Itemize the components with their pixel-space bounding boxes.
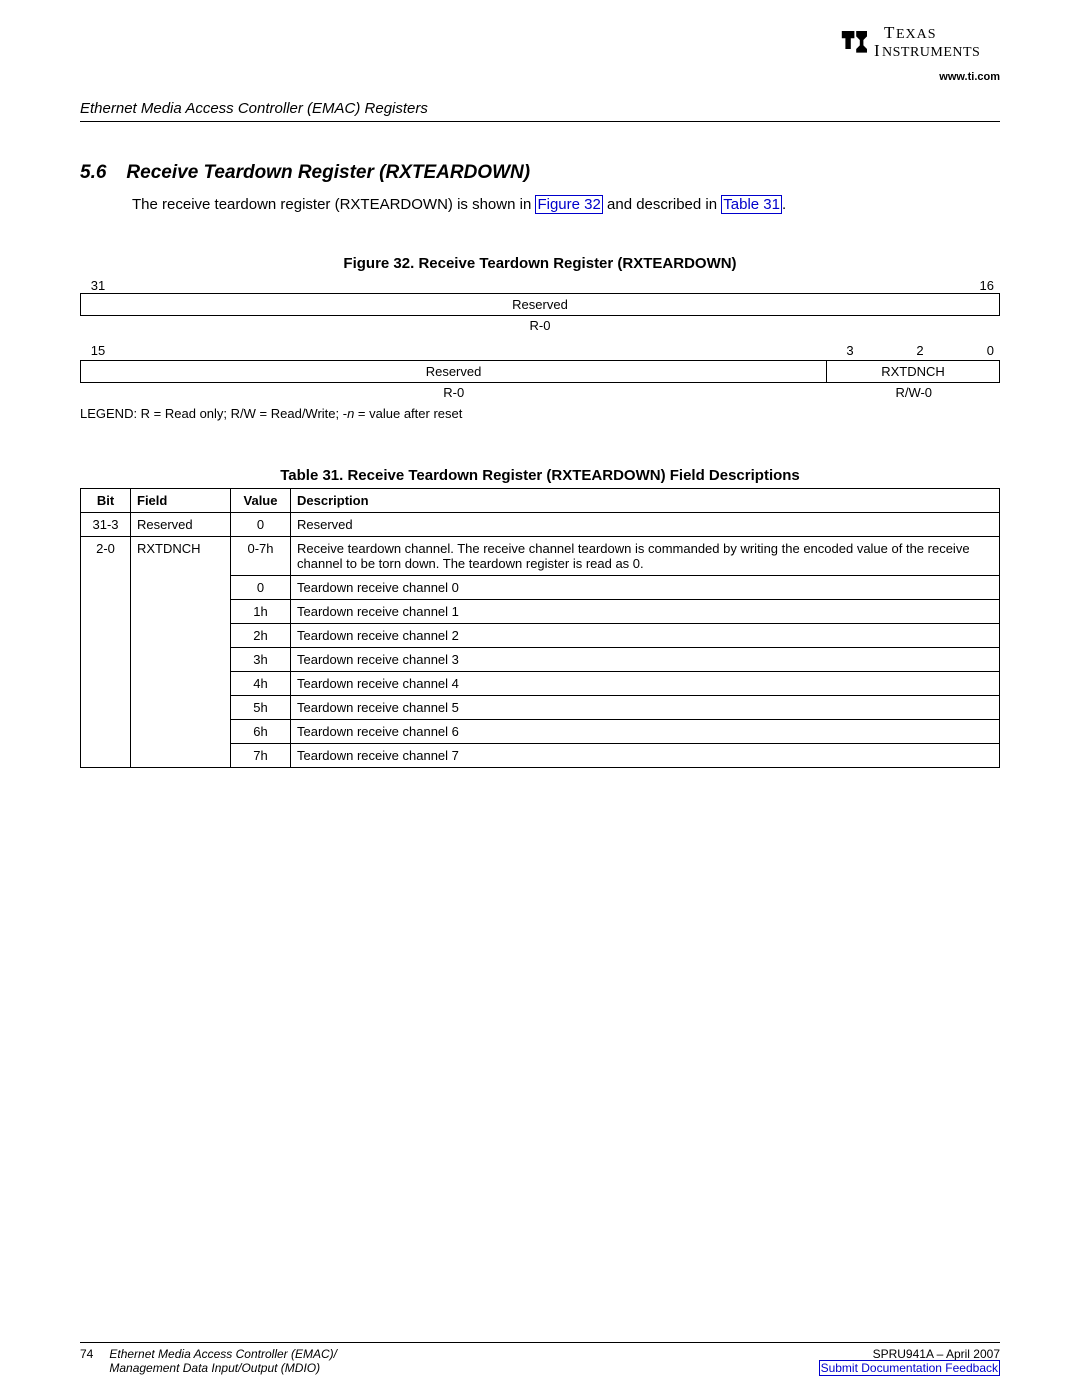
access-row1: R-0 bbox=[80, 318, 1000, 333]
logo-url[interactable]: www.ti.com bbox=[840, 71, 1000, 83]
cell-value: 0-7h bbox=[231, 536, 291, 575]
table-row: 3hTeardown receive channel 3 bbox=[81, 647, 1000, 671]
access-row2: R-0 R/W-0 bbox=[80, 385, 1000, 400]
cell-desc: Teardown receive channel 5 bbox=[291, 695, 1000, 719]
table-header-row: Bit Field Value Description bbox=[81, 488, 1000, 512]
th-field: Field bbox=[131, 488, 231, 512]
table-row: 5hTeardown receive channel 5 bbox=[81, 695, 1000, 719]
svg-text:EXAS: EXAS bbox=[896, 27, 937, 42]
th-value: Value bbox=[231, 488, 291, 512]
page-number: 74 bbox=[80, 1347, 93, 1375]
cell-field bbox=[131, 575, 231, 599]
th-bit: Bit bbox=[81, 488, 131, 512]
field-reserved-low: Reserved bbox=[80, 360, 827, 383]
figure-link[interactable]: Figure 32 bbox=[535, 195, 602, 214]
cell-bit bbox=[81, 599, 131, 623]
ti-logo-icon: T EXAS I NSTRUMENTS bbox=[840, 20, 1000, 64]
field-rxtdnch: RXTDNCH bbox=[827, 360, 1000, 383]
cell-field bbox=[131, 671, 231, 695]
table-row: 7hTeardown receive channel 7 bbox=[81, 743, 1000, 767]
section-intro: The receive teardown register (RXTEARDOW… bbox=[132, 194, 1000, 217]
cell-field bbox=[131, 647, 231, 671]
figure-title: Figure 32. Receive Teardown Register (RX… bbox=[80, 255, 1000, 272]
section-title: Receive Teardown Register (RXTEARDOWN) bbox=[126, 162, 530, 183]
cell-value: 2h bbox=[231, 623, 291, 647]
feedback-link[interactable]: Submit Documentation Feedback bbox=[819, 1360, 1000, 1376]
footer-title: Ethernet Media Access Controller (EMAC)/… bbox=[109, 1347, 337, 1375]
table-row: 4hTeardown receive channel 4 bbox=[81, 671, 1000, 695]
figure-legend: LEGEND: R = Read only; R/W = Read/Write;… bbox=[80, 406, 1000, 421]
ti-logo-block: T EXAS I NSTRUMENTS www.ti.com bbox=[840, 20, 1000, 83]
table-title: Table 31. Receive Teardown Register (RXT… bbox=[80, 467, 1000, 484]
cell-field bbox=[131, 623, 231, 647]
cell-bit: 2-0 bbox=[81, 536, 131, 575]
cell-value: 3h bbox=[231, 647, 291, 671]
svg-text:I: I bbox=[874, 41, 880, 60]
doc-number: SPRU941A – April 2007 bbox=[819, 1347, 1000, 1361]
cell-bit bbox=[81, 575, 131, 599]
bit-labels-row1: 31 16 bbox=[80, 278, 1000, 293]
cell-desc: Teardown receive channel 0 bbox=[291, 575, 1000, 599]
cell-value: 6h bbox=[231, 719, 291, 743]
section-number: 5.6 bbox=[80, 162, 106, 183]
cell-desc: Teardown receive channel 7 bbox=[291, 743, 1000, 767]
register-row1: Reserved bbox=[80, 293, 1000, 316]
table-row: 1hTeardown receive channel 1 bbox=[81, 599, 1000, 623]
table-row: 2hTeardown receive channel 2 bbox=[81, 623, 1000, 647]
bit-labels-row2: 15 3 2 0 bbox=[80, 343, 1000, 358]
cell-bit bbox=[81, 743, 131, 767]
cell-desc: Teardown receive channel 2 bbox=[291, 623, 1000, 647]
running-header: Ethernet Media Access Controller (EMAC) … bbox=[80, 100, 1000, 122]
svg-text:T: T bbox=[884, 23, 895, 42]
cell-desc: Teardown receive channel 4 bbox=[291, 671, 1000, 695]
field-reserved-high: Reserved bbox=[80, 293, 1000, 316]
cell-desc: Reserved bbox=[291, 512, 1000, 536]
cell-desc: Teardown receive channel 6 bbox=[291, 719, 1000, 743]
field-description-table: Bit Field Value Description 31-3Reserved… bbox=[80, 488, 1000, 768]
cell-value: 5h bbox=[231, 695, 291, 719]
table-row: 0Teardown receive channel 0 bbox=[81, 575, 1000, 599]
cell-field bbox=[131, 719, 231, 743]
register-row2: Reserved RXTDNCH bbox=[80, 360, 1000, 383]
cell-bit bbox=[81, 671, 131, 695]
cell-value: 7h bbox=[231, 743, 291, 767]
cell-bit bbox=[81, 695, 131, 719]
cell-desc: Receive teardown channel. The receive ch… bbox=[291, 536, 1000, 575]
table-link[interactable]: Table 31 bbox=[721, 195, 782, 214]
table-row: 31-3Reserved0Reserved bbox=[81, 512, 1000, 536]
cell-field bbox=[131, 695, 231, 719]
page-footer: 74 Ethernet Media Access Controller (EMA… bbox=[80, 1342, 1000, 1375]
cell-field bbox=[131, 743, 231, 767]
cell-field bbox=[131, 599, 231, 623]
cell-value: 0 bbox=[231, 575, 291, 599]
table-row: 2-0RXTDNCH0-7hReceive teardown channel. … bbox=[81, 536, 1000, 575]
cell-bit: 31-3 bbox=[81, 512, 131, 536]
cell-value: 4h bbox=[231, 671, 291, 695]
th-desc: Description bbox=[291, 488, 1000, 512]
table-row: 6hTeardown receive channel 6 bbox=[81, 719, 1000, 743]
register-figure: 31 16 Reserved R-0 15 3 2 0 Reserved RXT… bbox=[80, 278, 1000, 421]
cell-desc: Teardown receive channel 1 bbox=[291, 599, 1000, 623]
svg-text:NSTRUMENTS: NSTRUMENTS bbox=[882, 45, 980, 60]
cell-desc: Teardown receive channel 3 bbox=[291, 647, 1000, 671]
cell-bit bbox=[81, 623, 131, 647]
cell-field: RXTDNCH bbox=[131, 536, 231, 575]
cell-bit bbox=[81, 647, 131, 671]
cell-value: 1h bbox=[231, 599, 291, 623]
cell-bit bbox=[81, 719, 131, 743]
cell-value: 0 bbox=[231, 512, 291, 536]
section-heading: 5.6 Receive Teardown Register (RXTEARDOWN… bbox=[80, 162, 1000, 184]
cell-field: Reserved bbox=[131, 512, 231, 536]
